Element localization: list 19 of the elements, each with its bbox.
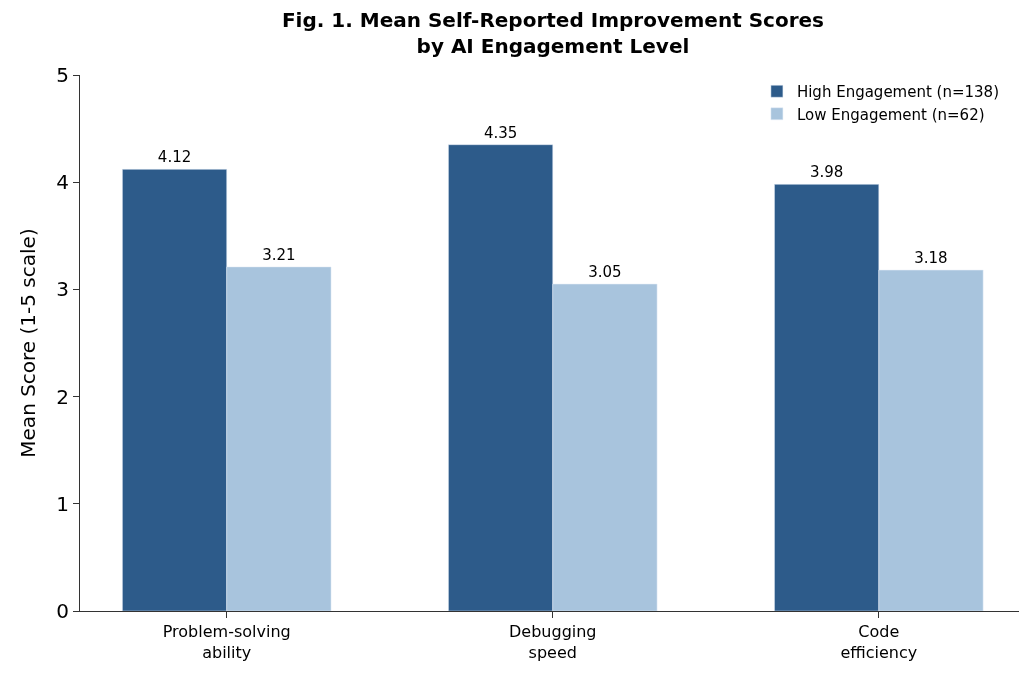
y-tick-label: 2 [56,384,69,409]
y-tick-label: 0 [56,599,69,623]
y-axis-title: Mean Score (1-5 scale) [15,228,40,458]
x-tick-label: Debugging speed [509,622,597,662]
y-tick-label: 1 [56,491,69,516]
data-label: 3.21 [262,245,296,264]
legend-label: High Engagement (n=138) [796,83,1000,102]
x-tick-label: Code efficiency [840,622,918,662]
legend-label: Low Engagement (n=62) [796,105,985,124]
data-label: 3.05 [588,263,622,282]
y-tick-label: 4 [56,170,69,195]
data-label: 4.35 [483,123,518,142]
x-tick-label: Problem-solving ability [162,622,291,662]
data-label: 4.12 [157,148,192,167]
data-label: 3.18 [914,249,948,268]
y-tick-label: 5 [56,63,69,87]
chart-title: Fig. 1. Mean Self-Reported Improvement Scores by AI Engagement Level [281,8,825,58]
data-label: 3.98 [809,163,844,182]
y-tick-label: 3 [56,277,69,302]
